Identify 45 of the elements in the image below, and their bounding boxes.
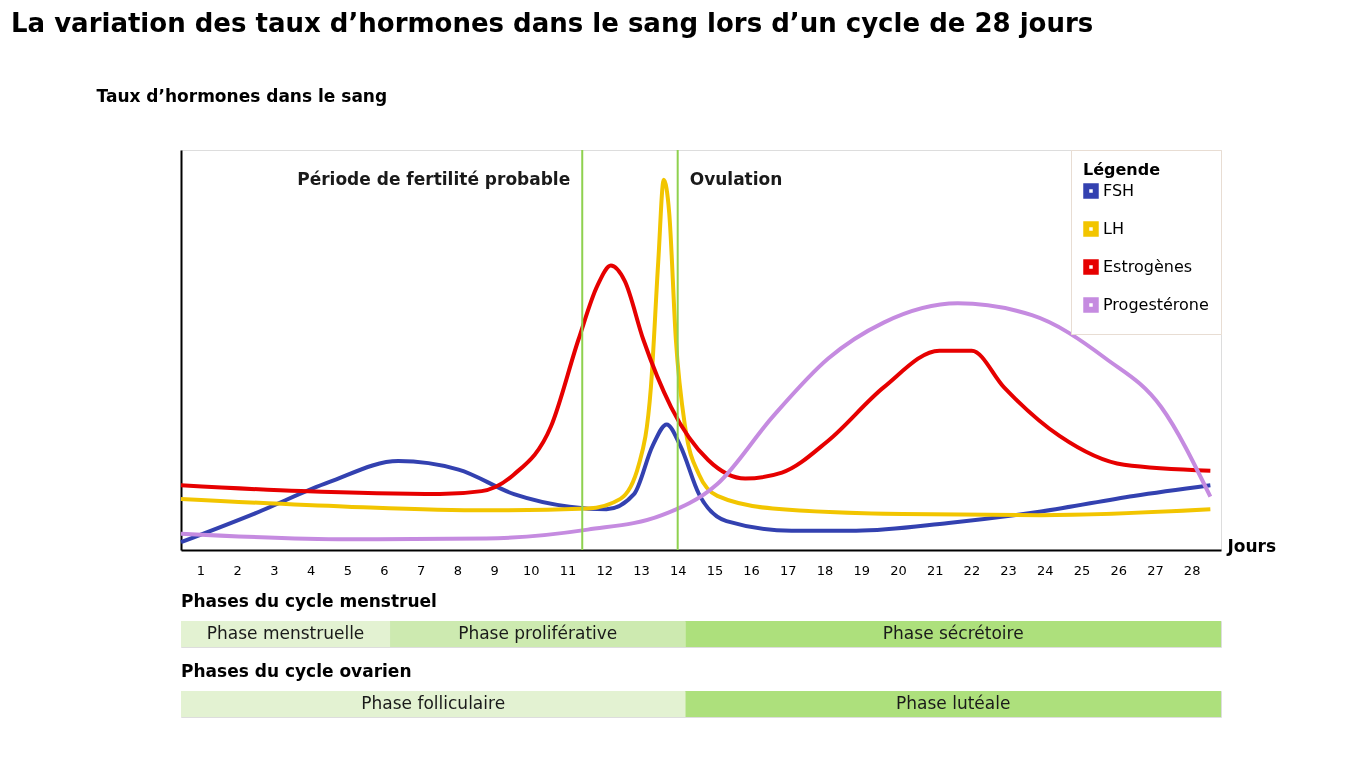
x-tick-label: 14 [669, 562, 687, 578]
x-tick-label: 9 [490, 562, 499, 578]
x-tick-label: 21 [926, 562, 944, 578]
series-label: Phase folliculaire [361, 693, 506, 713]
x-tick-label: 8 [453, 562, 463, 578]
series-label: Phase lutéale [896, 693, 1011, 713]
legend-label: LH [1103, 219, 1124, 238]
chart-title: La variation des taux d’hormones dans le sang lors d’un cycle de 28 jours [11, 8, 1094, 38]
x-tick-label: 7 [417, 562, 426, 578]
ref-line-label: Période de fertilité probable [297, 169, 571, 189]
x-tick-label: 26 [1110, 562, 1127, 578]
x-tick-label: 5 [343, 562, 352, 578]
ref-line-label: Ovulation [689, 169, 783, 189]
x-tick-label: 18 [816, 562, 834, 578]
x-tick-label: 16 [743, 562, 760, 578]
x-tick-label: 20 [890, 562, 907, 578]
x-tick-label: 1 [196, 562, 206, 578]
x-tick-label: 6 [380, 562, 389, 578]
x-tick-label: 24 [1037, 562, 1054, 578]
x-tick-label: 19 [853, 562, 871, 578]
x-tick-label: 27 [1147, 562, 1164, 578]
x-tick-label: 4 [306, 562, 316, 578]
x-tick-label: 3 [270, 562, 279, 578]
x-tick-label: 13 [633, 562, 650, 578]
x-tick-label: 25 [1073, 562, 1091, 578]
legend-label: FSH [1103, 181, 1135, 200]
x-tick-label: 17 [780, 562, 797, 578]
x-tick-label: 10 [523, 562, 540, 578]
series-label: Phase proliférative [458, 623, 618, 643]
legend-label: Estrogènes [1103, 257, 1193, 276]
x-axis-title: Jours [1226, 535, 1277, 556]
x-tick-label: 23 [1000, 562, 1017, 578]
x-tick-label: 2 [233, 562, 242, 578]
chart-title: Phases du cycle ovarien [181, 661, 412, 681]
x-tick-label: 15 [706, 562, 724, 578]
x-tick-label: 22 [963, 562, 981, 578]
y-axis-title: Taux d’hormones dans le sang [96, 85, 388, 106]
legend-label: Progestérone [1103, 295, 1209, 314]
legend-title: Légende [1083, 160, 1161, 179]
series-label: Phase menstruelle [206, 623, 365, 643]
x-tick-label: 28 [1183, 562, 1201, 578]
x-tick-label: 12 [596, 562, 614, 578]
chart-title: Phases du cycle menstruel [181, 591, 437, 611]
x-tick-label: 11 [559, 562, 577, 578]
series-label: Phase sécrétoire [882, 623, 1024, 643]
